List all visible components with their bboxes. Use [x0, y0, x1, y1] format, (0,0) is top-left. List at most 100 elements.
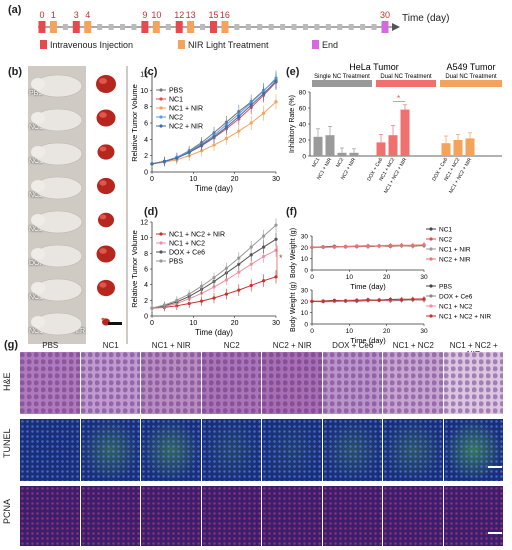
y-axis-label: Body Weight (g) — [290, 228, 297, 278]
timeline-event-marker — [152, 21, 160, 33]
histology-group-header: NC1 + NC2 — [392, 341, 434, 350]
histology-tile — [383, 419, 444, 481]
data-point — [377, 298, 381, 302]
y-axis-label: Inhibitory Rate (%) — [289, 95, 296, 153]
x-tick-label: 0 — [310, 274, 314, 281]
data-point — [187, 292, 191, 296]
x-tick-label: 20 — [231, 176, 239, 183]
timeline-day-marker — [108, 24, 114, 30]
histology-group-header: DOX + Ce6 — [332, 341, 374, 350]
bar — [313, 136, 323, 156]
y-tick-label: 0 — [302, 154, 306, 161]
y-tick-label: 60 — [299, 106, 307, 113]
legend-label: NC1 + NIR — [439, 247, 471, 254]
tunel-scale-bar — [488, 466, 502, 468]
timeline-event-marker — [187, 21, 195, 33]
x-axis-label: Time (day) — [195, 328, 233, 337]
timeline-day-marker — [314, 24, 320, 30]
chart-f2: 0 10 20 30 0 10 20 30 Time (day) Body Weight (g) P… — [290, 282, 491, 345]
histology-row-label: PCNA — [2, 498, 12, 524]
x-axis-label: Time (day) — [350, 282, 386, 291]
histology-tile — [20, 419, 81, 481]
data-point — [212, 276, 216, 280]
y-tick-label: 80 — [299, 90, 307, 97]
histology-tile — [262, 486, 323, 546]
scale-bar — [108, 322, 122, 325]
group-header-bar — [440, 80, 502, 87]
data-point — [212, 285, 216, 289]
y-tick-label: 2 — [144, 298, 148, 305]
group-header-title: HeLa Tumor — [349, 62, 399, 72]
legend-marker — [429, 294, 433, 298]
y-axis-label: Body Weight (g) — [290, 282, 297, 332]
data-point — [321, 245, 325, 249]
data-point — [422, 297, 426, 301]
data-point — [321, 299, 325, 303]
panel-a-letter: (a) — [8, 4, 22, 16]
histology-tile — [20, 486, 81, 546]
data-point — [150, 162, 154, 166]
timeline-day-marker — [268, 24, 274, 30]
timeline-day-marker — [200, 24, 206, 30]
data-point — [249, 245, 253, 249]
bar — [349, 152, 359, 156]
timeline-event-marker — [175, 21, 183, 33]
timeline-day-marker — [371, 24, 377, 30]
legend-label: NC1 + NC2 — [439, 304, 473, 311]
timeline-event-marker — [72, 21, 80, 33]
data-point — [249, 253, 253, 257]
data-point — [388, 243, 392, 248]
legend-label: NC2 + NIR — [439, 257, 471, 264]
data-point — [332, 299, 336, 303]
histology-tile — [443, 486, 504, 546]
histology-group-header: NC1 — [102, 341, 119, 350]
timeline-axis-label: Time (day) — [402, 13, 449, 24]
legend-swatch — [178, 40, 185, 49]
y-tick-label: 30 — [301, 234, 309, 241]
timeline-legend-label: NIR Light Treatment — [188, 40, 269, 50]
data-point — [366, 244, 370, 248]
group-header-subtitle: Single NC Treatment — [314, 74, 370, 80]
data-point — [310, 245, 314, 249]
x-tick-label: 20 — [383, 328, 391, 335]
data-point — [355, 298, 359, 303]
x-tick-label: 0 — [310, 328, 314, 335]
histology-tile — [141, 419, 202, 481]
data-point — [237, 288, 241, 292]
timeline-day-marker — [245, 24, 251, 30]
histology-tile — [201, 486, 262, 546]
category-label: NC1 — [311, 157, 321, 169]
legend-marker — [159, 232, 163, 236]
bar — [465, 138, 475, 156]
y-tick-label: 0 — [304, 268, 308, 275]
histology-tile — [322, 486, 383, 546]
histology-tile — [20, 352, 81, 414]
timeline-day-label: 16 — [220, 10, 230, 20]
data-point — [175, 298, 179, 302]
timeline-arrow — [392, 23, 400, 31]
legend-swatch — [40, 40, 47, 49]
x-tick-label: 10 — [189, 320, 197, 327]
legend-label: NC2 + NIR — [169, 124, 203, 131]
histology-row-label: TUNEL — [2, 428, 12, 458]
legend-marker — [159, 259, 163, 263]
data-point — [224, 278, 228, 282]
timeline-day-label: 30 — [380, 10, 390, 20]
x-tick-label: 20 — [383, 274, 391, 281]
timeline-day-marker — [302, 24, 308, 30]
timeline-day-label: 9 — [142, 10, 147, 20]
legend-marker — [429, 257, 433, 261]
y-tick-label: 2 — [144, 153, 148, 160]
data-point — [411, 297, 415, 301]
data-point — [237, 270, 241, 274]
bar — [376, 142, 386, 156]
legend-marker — [159, 241, 163, 245]
timeline-event-marker — [49, 21, 57, 33]
histology-tile — [383, 486, 444, 546]
histology-group-header: NC1 + NIR — [151, 341, 191, 350]
legend-label: PBS — [169, 88, 183, 95]
panel-d-letter: (d) — [144, 206, 159, 218]
y-tick-label: 20 — [301, 245, 309, 252]
